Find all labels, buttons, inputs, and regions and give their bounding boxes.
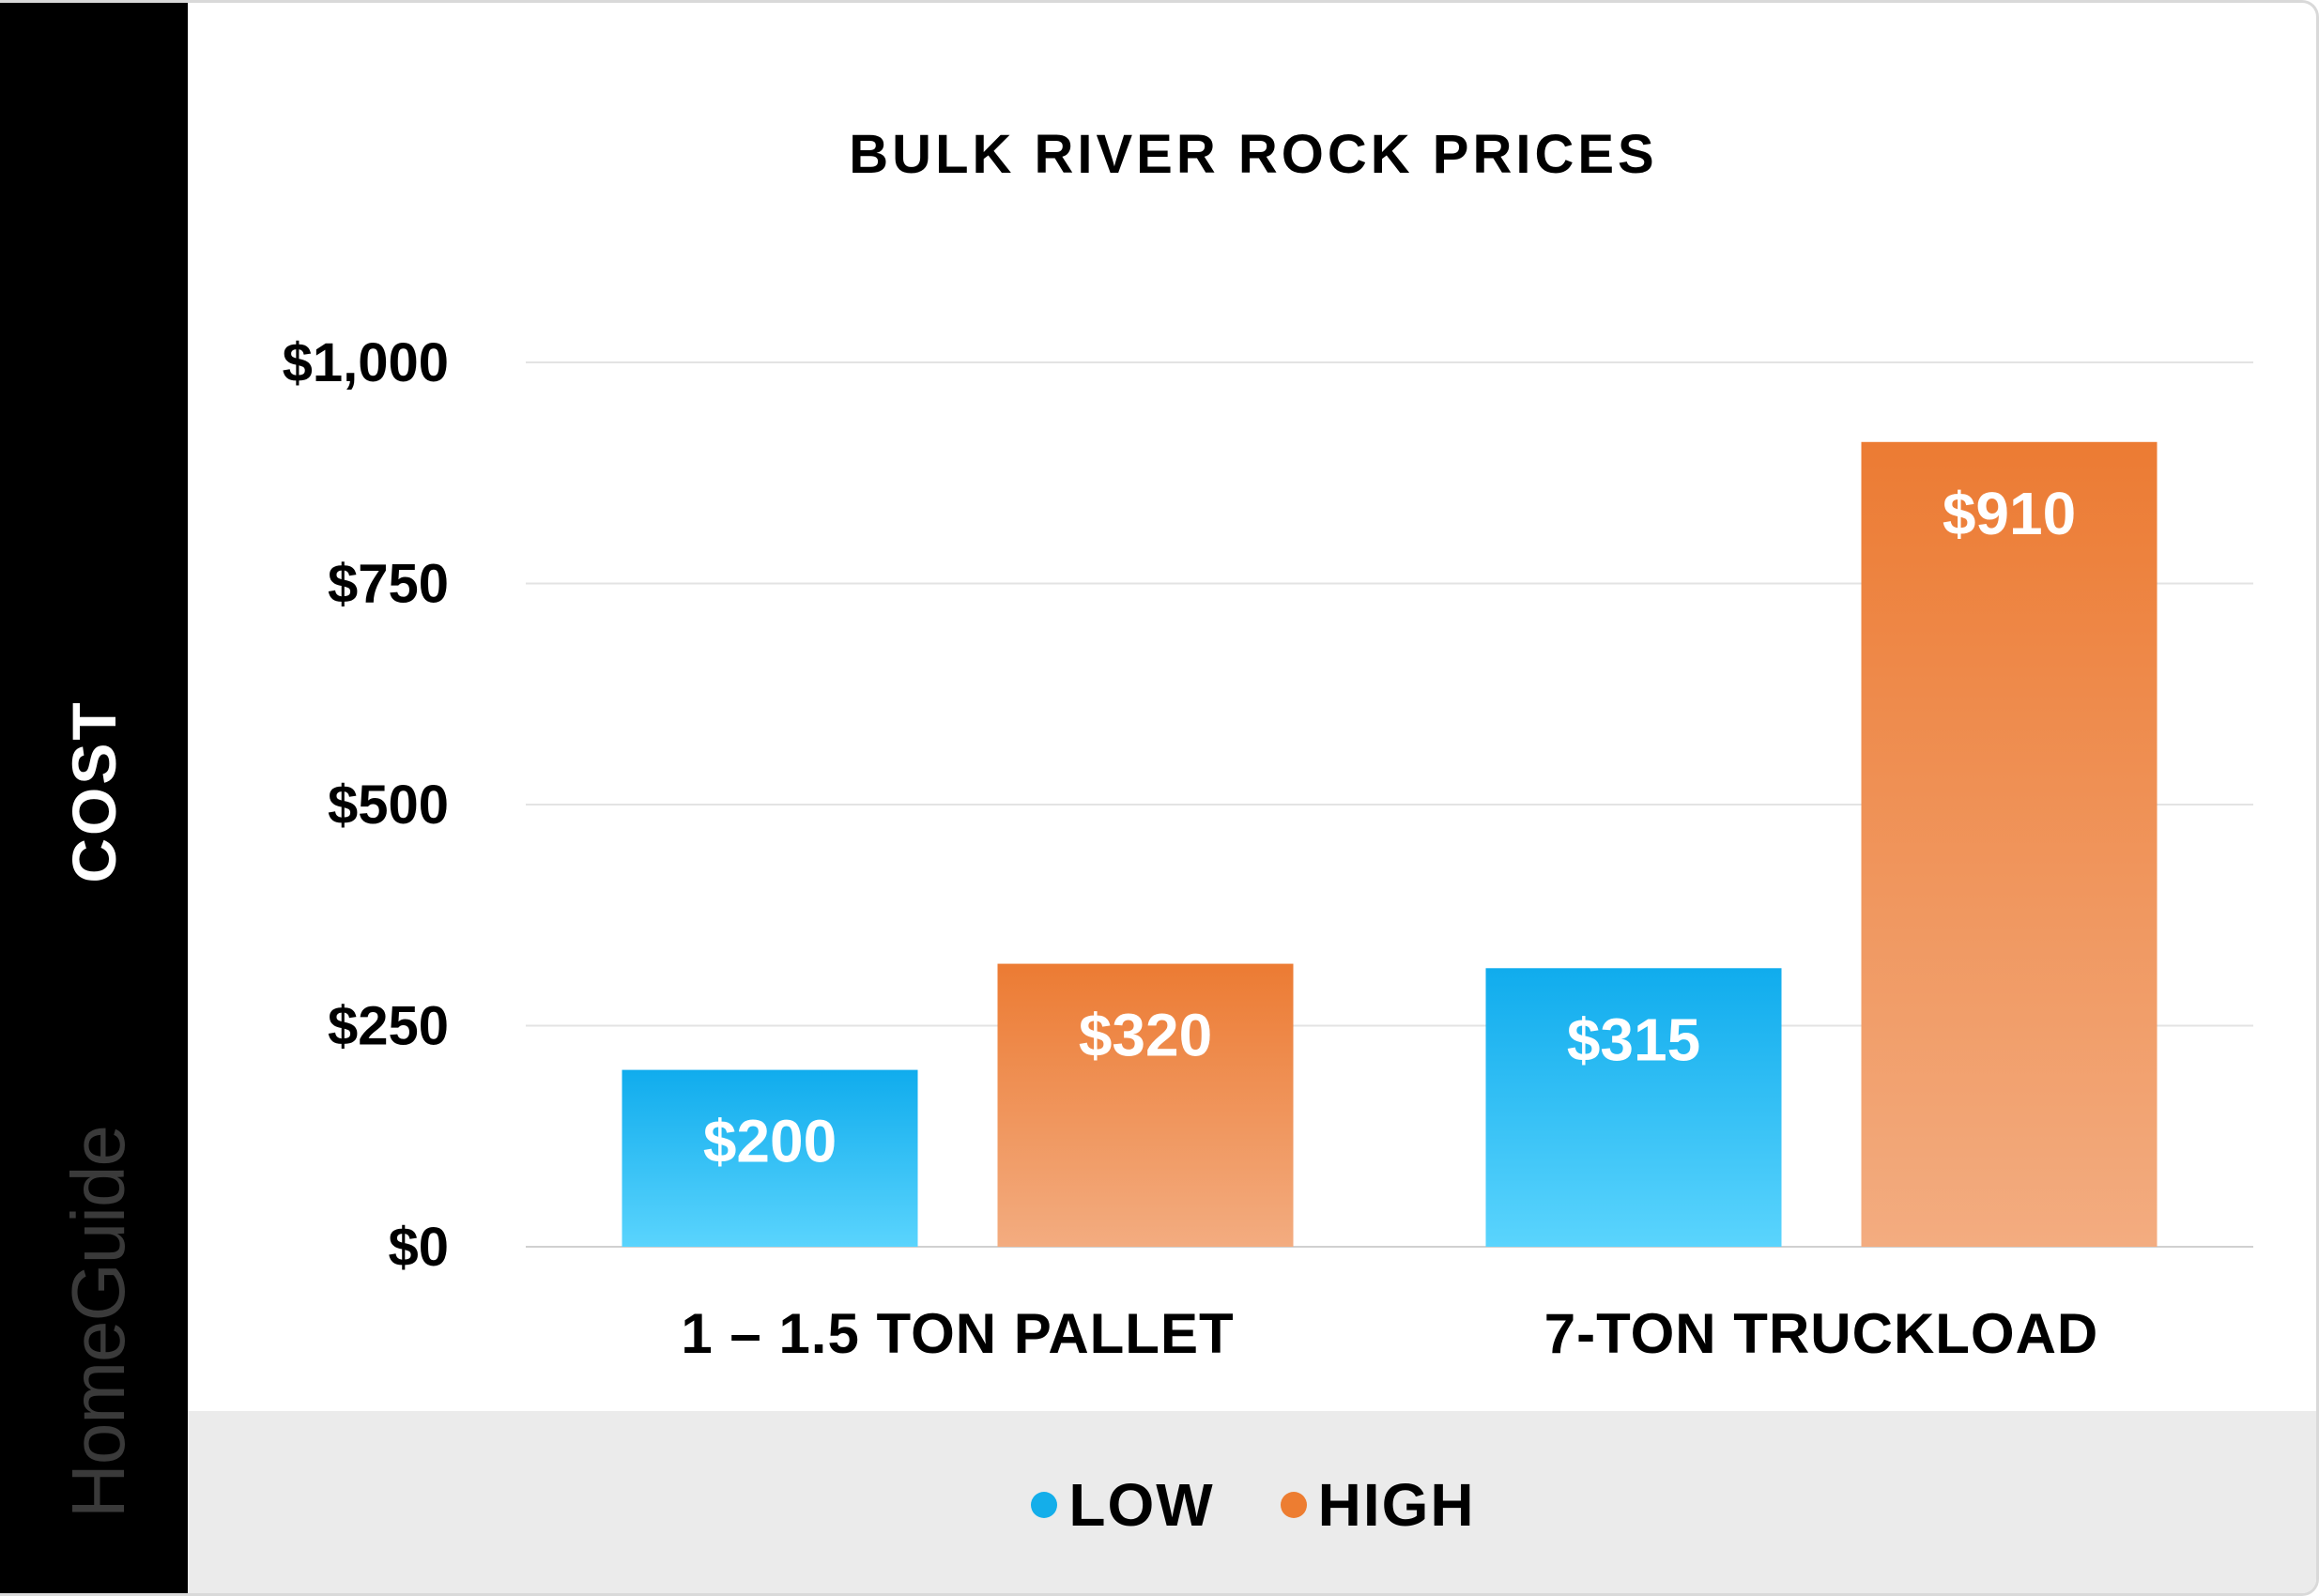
legend-item-high: HIGH bbox=[1280, 1470, 1476, 1540]
bar-high-1 bbox=[1861, 441, 2158, 1247]
legend-item-low: LOW bbox=[1031, 1470, 1214, 1540]
legend-label-high: HIGH bbox=[1317, 1471, 1476, 1539]
bar-chart: $0 $250 $500 $750 $1,000 $200 $320 1 – 1.5 TON … bbox=[283, 332, 2253, 1365]
sidebar: COST HomeGuide bbox=[0, 3, 188, 1593]
legend-label-low: LOW bbox=[1068, 1471, 1215, 1539]
data-label: $200 bbox=[703, 1108, 837, 1175]
bar-low-1 bbox=[1485, 968, 1782, 1247]
data-label: $320 bbox=[1079, 1002, 1212, 1069]
y-tick-label: $250 bbox=[328, 996, 449, 1057]
x-category-label: 7-TON TRUCKLOAD bbox=[1544, 1302, 2099, 1365]
bar-high-0 bbox=[997, 963, 1294, 1247]
data-label: $910 bbox=[1943, 480, 2076, 547]
y-tick-label: $1,000 bbox=[283, 332, 449, 393]
data-label: $315 bbox=[1567, 1005, 1700, 1073]
legend-dot-high bbox=[1280, 1492, 1307, 1518]
x-category-label: 1 – 1.5 TON PALLET bbox=[681, 1302, 1234, 1365]
y-tick-label: $0 bbox=[388, 1217, 449, 1278]
y-tick-label: $500 bbox=[328, 775, 449, 836]
y-tick-label: $750 bbox=[328, 554, 449, 615]
bar-low-0 bbox=[622, 1069, 918, 1247]
legend: LOW HIGH bbox=[188, 1411, 2316, 1593]
legend-band: LOW HIGH bbox=[188, 1411, 2316, 1593]
chart-title: BULK RIVER ROCK PRICES bbox=[849, 124, 1658, 185]
legend-dot-low bbox=[1031, 1492, 1058, 1518]
